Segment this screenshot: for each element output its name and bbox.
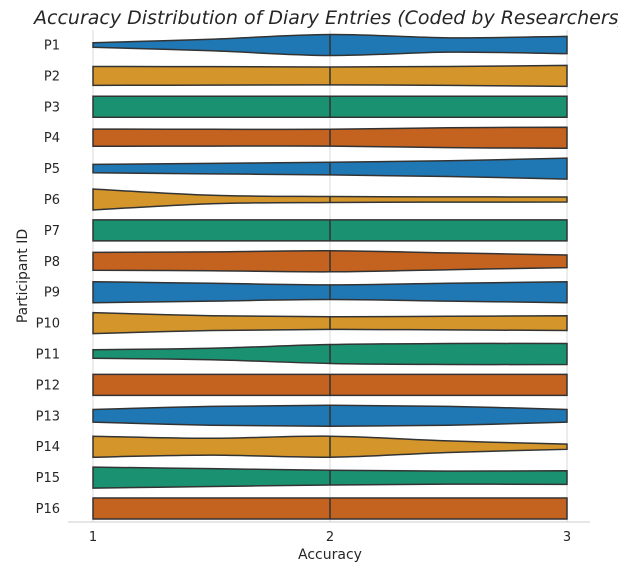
y-tick-label: P8 <box>44 255 60 270</box>
y-tick-label: P1 <box>44 39 60 54</box>
y-tick-label: P3 <box>44 100 60 115</box>
y-tick-label: P4 <box>44 131 60 146</box>
chart-title: Accuracy Distribution of Diary Entries (… <box>32 7 618 29</box>
y-axis-label: Participant ID <box>15 229 31 323</box>
x-tick-label: 1 <box>89 530 97 545</box>
y-tick-label: P13 <box>36 409 60 424</box>
y-tick-label: P5 <box>44 162 60 177</box>
y-tick-labels: P1 P2 P3 P4 P5 P6 P7 P8 P9 P10 P11 P12 P13 P14 P15 P16 <box>36 39 60 518</box>
x-tick-labels: 1 2 3 <box>89 530 571 545</box>
y-tick-label: P12 <box>36 378 60 393</box>
y-tick-label: P11 <box>36 348 60 363</box>
y-tick-label: P10 <box>36 317 60 332</box>
y-tick-label: P16 <box>36 502 60 517</box>
x-tick-label: 3 <box>563 530 571 545</box>
y-tick-label: P6 <box>44 193 60 208</box>
y-tick-label: P14 <box>36 440 60 455</box>
violins <box>92 33 568 520</box>
y-tick-label: P7 <box>44 224 60 239</box>
y-tick-label: P2 <box>44 69 60 84</box>
y-tick-label: P9 <box>44 286 60 301</box>
x-tick-label: 2 <box>326 530 334 545</box>
x-axis-label: Accuracy <box>298 547 362 563</box>
y-tick-label: P15 <box>36 471 60 486</box>
